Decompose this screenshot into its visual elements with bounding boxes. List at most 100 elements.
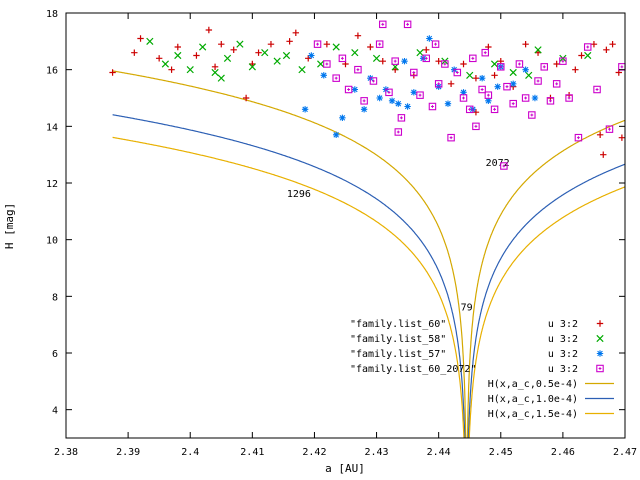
data-point [552,80,561,88]
data-point [109,69,116,76]
data-point [465,105,474,114]
data-point [248,63,256,71]
data-point [609,40,616,48]
legend-using: u 3:2 [548,364,578,375]
data-point [379,57,386,65]
data-point [131,49,138,56]
legend-label: H(x,a_c,1.5e-4) [488,409,578,420]
data-point [360,106,368,113]
data-point [494,83,501,90]
data-point [491,72,498,79]
legend-using: u 3:2 [548,334,578,345]
data-point [292,29,300,37]
data-point [559,57,567,65]
y-tick-label: 8 [52,292,58,303]
data-point [313,40,322,48]
data-point [618,63,626,71]
data-point [155,55,163,62]
annotation-layer: 1296 2072 79 [287,158,510,314]
data-point [509,99,517,108]
legend-using: u 3:2 [548,349,578,360]
x-tick-label: 2.45 [489,447,513,458]
curve-line [112,70,467,439]
data-point [600,151,607,158]
data-point [572,66,579,73]
data-point [444,100,452,107]
data-point [230,46,237,54]
y-tick-label: 18 [46,9,58,20]
data-point [416,49,424,57]
data-point [522,40,529,48]
data-point [453,68,462,77]
data-point [434,80,443,88]
data-point [410,89,418,96]
data-point [522,66,529,73]
data-point [485,97,492,105]
data-point [388,97,396,105]
y-tick-label: 4 [52,406,58,417]
legend-marker [596,334,604,343]
data-point [375,40,384,48]
data-point [323,40,331,48]
data-point [395,100,402,107]
y-tick-label: 10 [46,236,58,247]
data-point [583,43,592,51]
data-point [578,52,585,59]
plot-frame [65,12,626,439]
data-point [447,133,455,142]
curve-layer [112,70,626,439]
data-point [584,51,592,60]
legend-title: "family.list_57" [350,349,446,360]
data-point [391,57,399,65]
data-point [372,54,381,62]
data-point [574,133,583,142]
data-point [137,35,144,42]
curve-line [466,119,626,439]
x-tick-label: 2.38 [54,447,78,458]
data-point [317,60,325,68]
curve-line [112,114,466,439]
data-point [521,94,530,102]
data-point [460,89,467,96]
data-point [338,54,347,63]
data-point [618,134,626,141]
data-point [360,97,368,105]
data-point [503,82,511,91]
data-point [484,91,493,99]
data-point [385,88,393,97]
data-point [426,35,433,42]
data-point [376,94,383,102]
data-point [428,102,437,111]
y-axis-label: H [mag] [3,203,16,249]
data-point [472,74,480,82]
data-point [466,71,474,79]
data-point [497,63,505,71]
data-point [394,128,403,136]
data-point [199,43,207,51]
legend-title: "family.list_58" [350,334,446,345]
data-point [223,54,232,62]
data-point [351,86,359,93]
data-point [416,91,424,99]
data-point [596,131,604,139]
data-point [540,63,549,71]
data-point [301,106,309,113]
data-point [305,55,312,62]
data-point [403,20,412,29]
data-point [435,57,442,65]
data-point [193,52,200,59]
data-point [509,68,517,77]
data-point [146,37,154,45]
curve-line [468,186,626,439]
point-layer [109,20,626,170]
data-point [267,40,275,48]
annotation-label: 79 [461,303,473,314]
data-point [460,60,467,68]
data-point [379,20,387,29]
curve-line [467,163,626,439]
legend-label: H(x,a_c,0.5e-4) [488,379,578,390]
data-point [593,85,601,94]
legend-marker [596,350,604,357]
data-point [410,68,418,77]
data-point [528,111,536,119]
